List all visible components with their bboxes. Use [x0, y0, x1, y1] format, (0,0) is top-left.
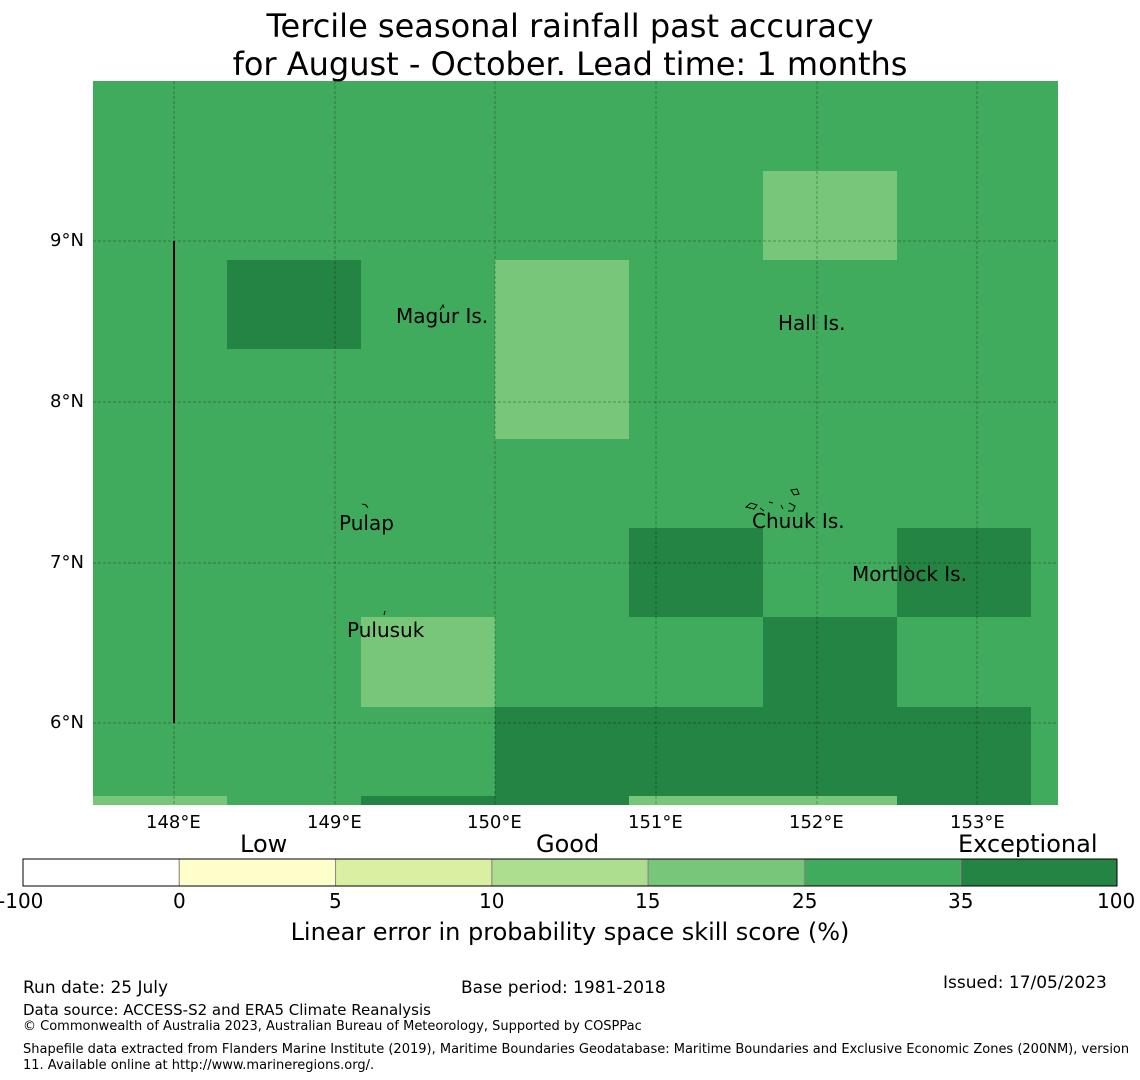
skill-cell [629, 796, 897, 805]
map-title-line2: for August - October. Lead time: 1 month… [232, 45, 908, 83]
lon-tick-label: 149°E [307, 812, 362, 833]
place-label: Magur Is. [396, 304, 489, 328]
colorbar-tick-label: 25 [792, 889, 818, 913]
issued-date: Issued: 17/05/2023 [943, 973, 1107, 993]
place-label: Mortlock Is. [852, 562, 967, 586]
colorbar-tick-label: 0 [173, 889, 186, 913]
colorbar-tick-label: 15 [635, 889, 661, 913]
map-title-line1: Tercile seasonal rainfall past accuracy [266, 7, 874, 45]
skill-cell [495, 707, 1031, 796]
colorbar-border [22, 858, 1118, 887]
skill-cell [361, 796, 495, 805]
colorbar-category-low: Low [240, 830, 288, 858]
colorbar-label: Linear error in probability space skill … [290, 918, 850, 946]
lat-tick-label: 9°N [50, 230, 84, 251]
lon-tick-label: 148°E [146, 812, 201, 833]
map-gridlines [93, 81, 1058, 805]
island-outlines [361, 303, 910, 616]
skill-cell [361, 617, 495, 707]
place-label: Pulusuk [347, 618, 425, 642]
lat-tick-label: 8°N [50, 391, 84, 412]
data-source: Data source: ACCESS-S2 and ERA5 Climate … [23, 1001, 431, 1019]
skill-cell [763, 171, 897, 260]
skill-cell [897, 528, 1031, 617]
lon-tick-label: 151°E [628, 812, 683, 833]
lon-tick-label: 153°E [950, 812, 1005, 833]
colorbar-tick-label: 5 [329, 889, 342, 913]
colorbar [22, 858, 1118, 887]
colorbar-category-exceptional: Exceptional [958, 830, 1098, 858]
map-background [93, 81, 1058, 805]
colorbar-tick-label: 35 [948, 889, 974, 913]
skill-cell [629, 528, 763, 617]
colorbar-segment [491, 858, 649, 887]
skill-cell [763, 617, 897, 707]
base-period: Base period: 1981-2018 [461, 978, 666, 998]
colorbar-segment [335, 858, 493, 887]
skill-cell [495, 260, 629, 439]
colorbar-segment [22, 858, 180, 887]
colorbar-segment [803, 858, 962, 887]
colorbar-segment [647, 858, 805, 887]
skill-cell [227, 260, 361, 349]
island-outline [744, 488, 910, 570]
skill-cell [93, 796, 227, 805]
skill-cell [897, 796, 1031, 805]
colorbar-segment [178, 858, 337, 887]
shapefile-credit: Shapefile data extracted from Flanders M… [23, 1042, 1130, 1073]
run-date: Run date: 25 July [23, 978, 169, 998]
lon-tick-label: 150°E [467, 812, 522, 833]
lon-tick-label: 152°E [789, 812, 844, 833]
skill-cell [495, 796, 629, 805]
colorbar-tick-label: 10 [479, 889, 505, 913]
island-outline [361, 503, 369, 509]
colorbar-tick-label: -100 [0, 889, 44, 913]
place-label: Hall Is. [778, 311, 846, 335]
colorbar-tick-label: 100 [1097, 889, 1136, 913]
place-label: Chuuk Is. [752, 509, 845, 533]
lat-tick-label: 7°N [50, 552, 84, 573]
place-label: Pulap [339, 511, 394, 535]
lat-tick-label: 6°N [50, 712, 84, 733]
copyright: © Commonwealth of Australia 2023, Austra… [23, 1019, 642, 1034]
colorbar-segment [960, 858, 1118, 887]
island-outline [439, 303, 445, 311]
colorbar-category-good: Good [536, 830, 600, 858]
island-outline [383, 610, 386, 616]
